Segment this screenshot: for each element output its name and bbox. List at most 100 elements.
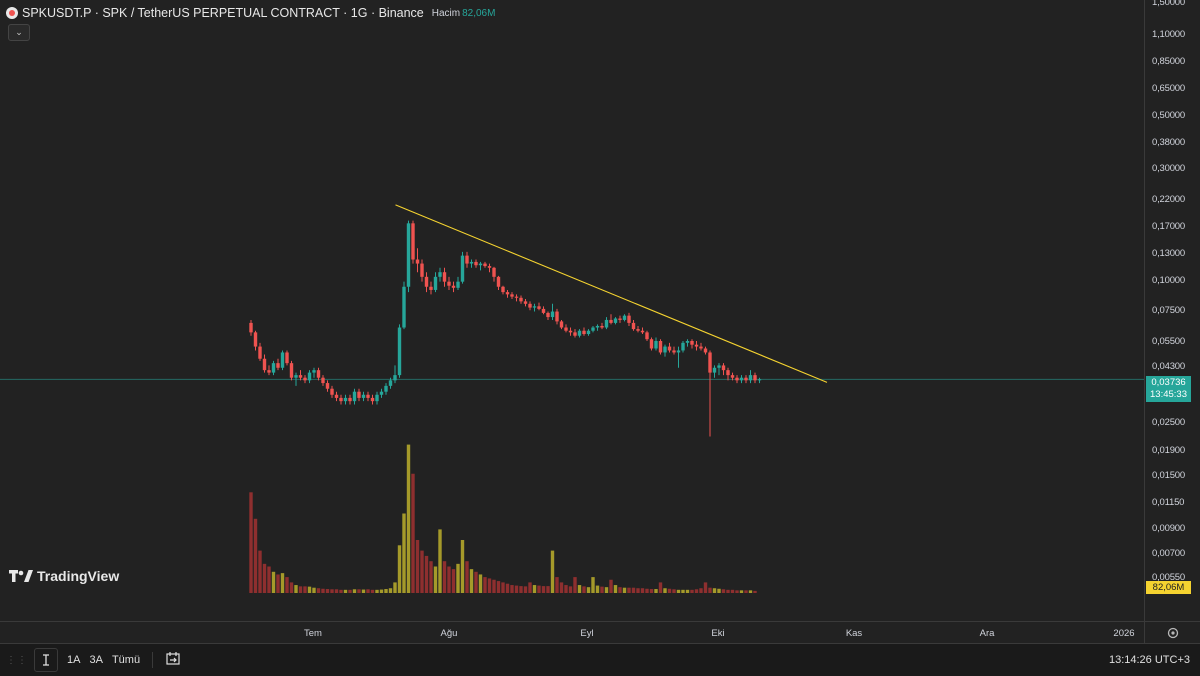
chart-area[interactable]: [0, 0, 1144, 621]
candle[interactable]: [699, 346, 703, 349]
candle[interactable]: [618, 318, 622, 320]
trendline[interactable]: [395, 204, 828, 383]
time-axis[interactable]: Tem Ağu Eyl Eki Kas Ara 2026: [0, 621, 1144, 644]
candle[interactable]: [703, 348, 708, 353]
candle[interactable]: [442, 272, 447, 282]
candle[interactable]: [451, 285, 456, 288]
candle[interactable]: [303, 377, 307, 381]
candle[interactable]: [663, 346, 667, 353]
candle[interactable]: [667, 346, 672, 351]
candle[interactable]: [483, 263, 487, 267]
candle[interactable]: [694, 344, 699, 347]
candle[interactable]: [438, 272, 442, 277]
candle[interactable]: [690, 341, 694, 345]
candle[interactable]: [708, 352, 712, 373]
candle[interactable]: [717, 365, 721, 368]
collapse-legend-button[interactable]: ⌄: [8, 24, 30, 41]
candle[interactable]: [519, 297, 523, 302]
candle[interactable]: [649, 339, 654, 349]
candle[interactable]: [249, 322, 253, 333]
candle[interactable]: [316, 370, 321, 378]
candle[interactable]: [424, 276, 429, 287]
candle[interactable]: [343, 397, 348, 402]
candle[interactable]: [658, 341, 663, 353]
candle[interactable]: [532, 306, 537, 308]
candle[interactable]: [298, 375, 303, 378]
candle[interactable]: [654, 341, 658, 349]
candle[interactable]: [460, 255, 465, 282]
candle[interactable]: [753, 375, 757, 381]
candle[interactable]: [312, 370, 316, 373]
range-button-tümü[interactable]: Tümü: [111, 654, 141, 666]
candle[interactable]: [402, 286, 406, 328]
tradingview-logo[interactable]: TradingView: [9, 568, 119, 584]
candle[interactable]: [280, 352, 285, 368]
candle[interactable]: [469, 261, 474, 264]
date-range-button[interactable]: [165, 651, 181, 670]
candle[interactable]: [375, 394, 379, 402]
candle[interactable]: [429, 286, 433, 290]
candle[interactable]: [262, 358, 267, 371]
candle[interactable]: [487, 266, 492, 268]
candle[interactable]: [631, 322, 636, 330]
candle[interactable]: [645, 332, 649, 340]
candle[interactable]: [433, 276, 438, 290]
candle[interactable]: [613, 318, 618, 323]
candle[interactable]: [397, 327, 402, 376]
candle[interactable]: [573, 332, 577, 336]
candle[interactable]: [366, 394, 370, 398]
candle[interactable]: [510, 294, 514, 297]
candle[interactable]: [550, 311, 555, 318]
price-chart[interactable]: [0, 0, 1144, 621]
candle[interactable]: [321, 377, 325, 384]
candle[interactable]: [393, 375, 397, 381]
candle[interactable]: [712, 367, 717, 373]
candle[interactable]: [546, 312, 550, 318]
candle[interactable]: [640, 330, 645, 333]
candle[interactable]: [622, 315, 627, 320]
candle[interactable]: [478, 263, 483, 266]
symbol-title[interactable]: SPKUSDT.P · SPK / TetherUS PERPETUAL CON…: [22, 6, 424, 20]
candle[interactable]: [253, 332, 258, 347]
candle[interactable]: [514, 296, 519, 298]
drag-handle-icon[interactable]: ⋮⋮: [6, 654, 28, 666]
candle[interactable]: [289, 363, 294, 378]
candle[interactable]: [681, 342, 685, 351]
chart-settings-button[interactable]: [1144, 621, 1200, 644]
candle[interactable]: [676, 350, 681, 353]
candle[interactable]: [501, 286, 505, 293]
candle[interactable]: [672, 350, 676, 353]
candle[interactable]: [294, 375, 298, 378]
candle[interactable]: [730, 375, 735, 378]
candle[interactable]: [586, 330, 591, 335]
candle[interactable]: [285, 352, 289, 364]
candle[interactable]: [564, 327, 568, 331]
candle[interactable]: [591, 327, 595, 331]
candle[interactable]: [582, 330, 586, 335]
candle[interactable]: [339, 397, 343, 402]
candle[interactable]: [465, 255, 469, 264]
candle[interactable]: [447, 281, 451, 286]
candle[interactable]: [420, 263, 424, 277]
candle[interactable]: [411, 223, 415, 260]
candle[interactable]: [604, 319, 609, 328]
candle[interactable]: [357, 391, 361, 398]
candle[interactable]: [271, 363, 276, 373]
candle[interactable]: [384, 385, 388, 392]
candle[interactable]: [721, 365, 726, 371]
candle[interactable]: [744, 377, 748, 381]
candle[interactable]: [361, 394, 366, 398]
candle[interactable]: [609, 319, 613, 323]
candle[interactable]: [492, 267, 496, 277]
candle[interactable]: [456, 281, 460, 288]
candle[interactable]: [685, 341, 690, 343]
candle[interactable]: [528, 303, 532, 308]
candle[interactable]: [555, 311, 559, 322]
candle[interactable]: [330, 388, 334, 395]
candle[interactable]: [505, 292, 510, 295]
candle[interactable]: [325, 383, 330, 389]
candle[interactable]: [388, 380, 393, 386]
candle[interactable]: [307, 372, 312, 381]
candle[interactable]: [496, 276, 501, 287]
cursor-tool-button[interactable]: [34, 648, 58, 672]
